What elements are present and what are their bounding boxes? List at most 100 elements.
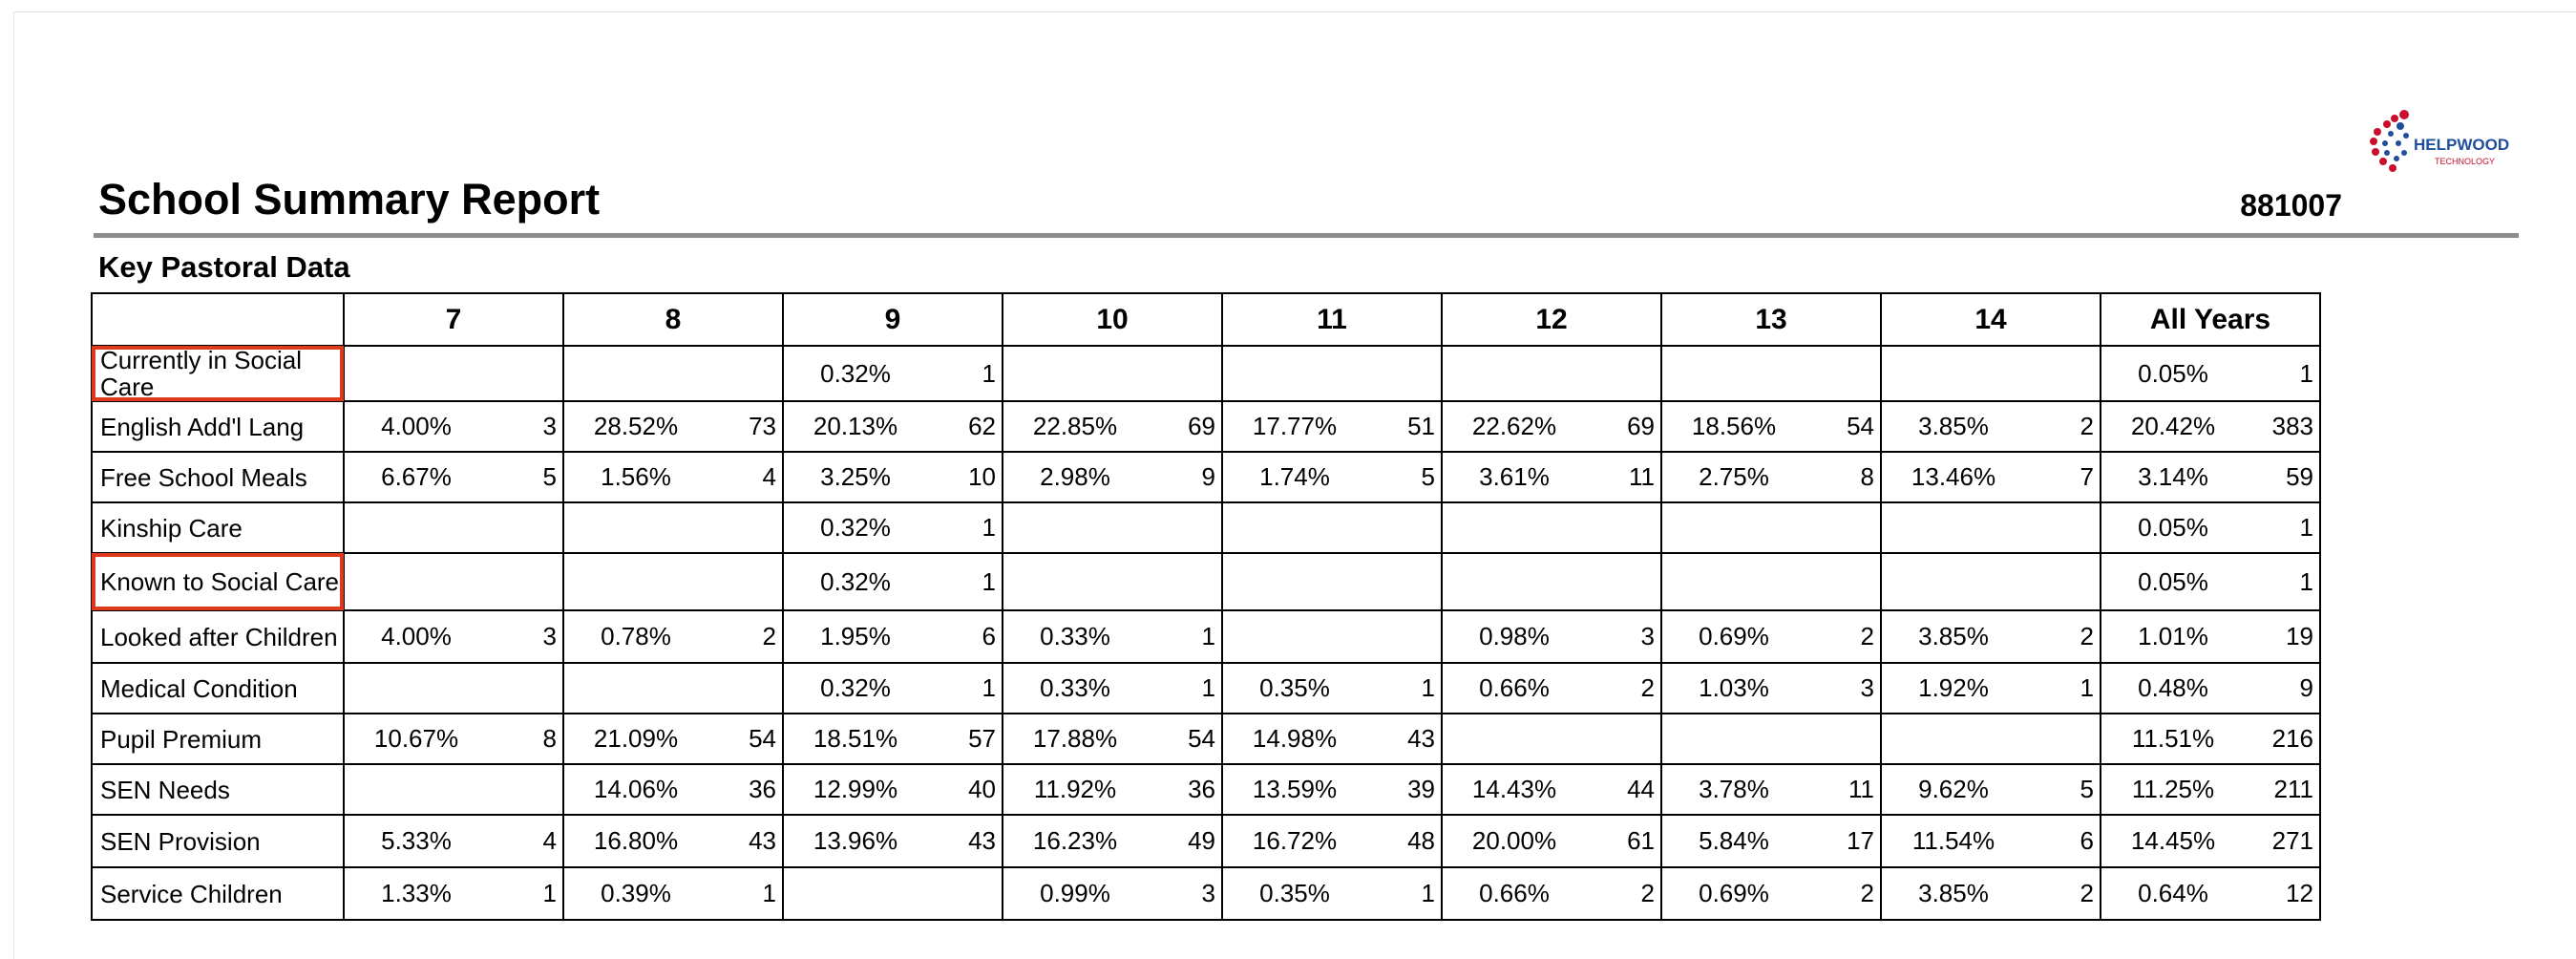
empty-cell	[562, 662, 707, 714]
row-label: Pupil Premium	[91, 713, 345, 765]
row-label: Currently in Social Care	[91, 345, 345, 402]
count-cell: 54	[1147, 713, 1223, 765]
table-row: Medical Condition 0.32% 1 0.33% 1 0.35% 1 0.66%…	[91, 662, 2321, 714]
count-cell: 19	[2245, 609, 2321, 664]
percent-cell: 0.35%	[1221, 662, 1366, 714]
data-table: 7 8 9 10 11 12 13 14 All Years Currently in Socia…	[91, 292, 2321, 921]
row-label: Service Children	[91, 866, 345, 921]
percent-cell: 20.13%	[782, 400, 927, 453]
empty-cell	[1221, 609, 1366, 664]
count-cell: 59	[2245, 451, 2321, 503]
percent-cell: 17.77%	[1221, 400, 1366, 453]
empty-cell	[1805, 713, 1882, 765]
count-cell: 11	[1805, 763, 1882, 816]
count-cell: 43	[1366, 713, 1443, 765]
corner-cell	[91, 292, 345, 347]
percent-cell: 21.09%	[562, 713, 707, 765]
column-header: 8	[562, 292, 784, 347]
empty-cell	[1805, 552, 1882, 611]
percent-cell: 3.25%	[782, 451, 927, 503]
empty-cell	[707, 345, 784, 402]
count-cell: 12	[2245, 866, 2321, 921]
count-cell: 2	[1805, 866, 1882, 921]
count-cell: 1	[1147, 609, 1223, 664]
count-cell: 4	[707, 451, 784, 503]
percent-cell: 3.14%	[2100, 451, 2245, 503]
report-title: School Summary Report	[98, 175, 601, 224]
count-cell: 3	[488, 400, 564, 453]
count-cell: 43	[707, 814, 784, 868]
empty-cell	[488, 501, 564, 554]
percent-cell: 1.74%	[1221, 451, 1366, 503]
count-cell: 54	[707, 713, 784, 765]
percent-cell: 0.33%	[1002, 662, 1147, 714]
percent-cell: 0.48%	[2100, 662, 2245, 714]
percent-cell: 28.52%	[562, 400, 707, 453]
percent-cell: 0.64%	[2100, 866, 2245, 921]
percent-cell: 0.32%	[782, 662, 927, 714]
empty-cell	[2025, 713, 2101, 765]
row-label: Known to Social Care	[91, 552, 345, 611]
empty-cell	[2025, 345, 2101, 402]
row-label-text: Free School Meals	[100, 462, 307, 492]
row-label: SEN Needs	[91, 763, 345, 816]
percent-cell: 0.69%	[1660, 866, 1805, 921]
percent-cell: 5.33%	[343, 814, 488, 868]
table-row: English Add'l Lang 4.00% 3 28.52% 73 20.13% 62…	[91, 400, 2321, 453]
logo-tagline: TECHNOLOGY	[2435, 157, 2495, 166]
report-id: 881007	[2240, 188, 2342, 223]
percent-cell: 11.92%	[1002, 763, 1147, 816]
empty-cell	[343, 763, 488, 816]
percent-cell: 0.05%	[2100, 501, 2245, 554]
percent-cell: 18.56%	[1660, 400, 1805, 453]
empty-cell	[1660, 552, 1805, 611]
percent-cell: 1.92%	[1880, 662, 2025, 714]
percent-cell: 1.56%	[562, 451, 707, 503]
count-cell: 40	[927, 763, 1003, 816]
empty-cell	[562, 552, 707, 611]
count-cell: 5	[488, 451, 564, 503]
row-label-text: Currently in Social Care	[100, 346, 302, 401]
count-cell: 6	[927, 609, 1003, 664]
table-row: Looked after Children 4.00% 3 0.78% 2 1.95% 6 0…	[91, 609, 2321, 664]
count-cell: 8	[1805, 451, 1882, 503]
count-cell: 1	[927, 345, 1003, 402]
percent-cell: 1.95%	[782, 609, 927, 664]
empty-cell	[1880, 552, 2025, 611]
empty-cell	[1586, 552, 1662, 611]
empty-cell	[488, 345, 564, 402]
count-cell: 57	[927, 713, 1003, 765]
percent-cell: 4.00%	[343, 609, 488, 664]
row-label-text: Medical Condition	[100, 673, 298, 703]
empty-cell	[343, 552, 488, 611]
percent-cell: 0.69%	[1660, 609, 1805, 664]
percent-cell: 3.61%	[1441, 451, 1586, 503]
percent-cell: 11.25%	[2100, 763, 2245, 816]
count-cell: 3	[1586, 609, 1662, 664]
count-cell: 1	[1366, 866, 1443, 921]
percent-cell: 9.62%	[1880, 763, 2025, 816]
count-cell: 69	[1586, 400, 1662, 453]
count-cell: 69	[1147, 400, 1223, 453]
count-cell: 1	[1147, 662, 1223, 714]
percent-cell: 16.72%	[1221, 814, 1366, 868]
percent-cell: 10.67%	[343, 713, 488, 765]
percent-cell: 20.00%	[1441, 814, 1586, 868]
row-label-text: Looked after Children	[100, 622, 338, 651]
percent-cell: 14.98%	[1221, 713, 1366, 765]
percent-cell: 6.67%	[343, 451, 488, 503]
empty-cell	[1002, 345, 1147, 402]
empty-cell	[1366, 552, 1443, 611]
count-cell: 4	[488, 814, 564, 868]
percent-cell: 0.33%	[1002, 609, 1147, 664]
percent-cell: 13.59%	[1221, 763, 1366, 816]
empty-cell	[1002, 552, 1147, 611]
column-header: 10	[1002, 292, 1223, 347]
percent-cell: 0.35%	[1221, 866, 1366, 921]
empty-cell	[927, 866, 1003, 921]
percent-cell: 0.05%	[2100, 552, 2245, 611]
percent-cell: 0.32%	[782, 501, 927, 554]
percent-cell: 14.45%	[2100, 814, 2245, 868]
count-cell: 17	[1805, 814, 1882, 868]
